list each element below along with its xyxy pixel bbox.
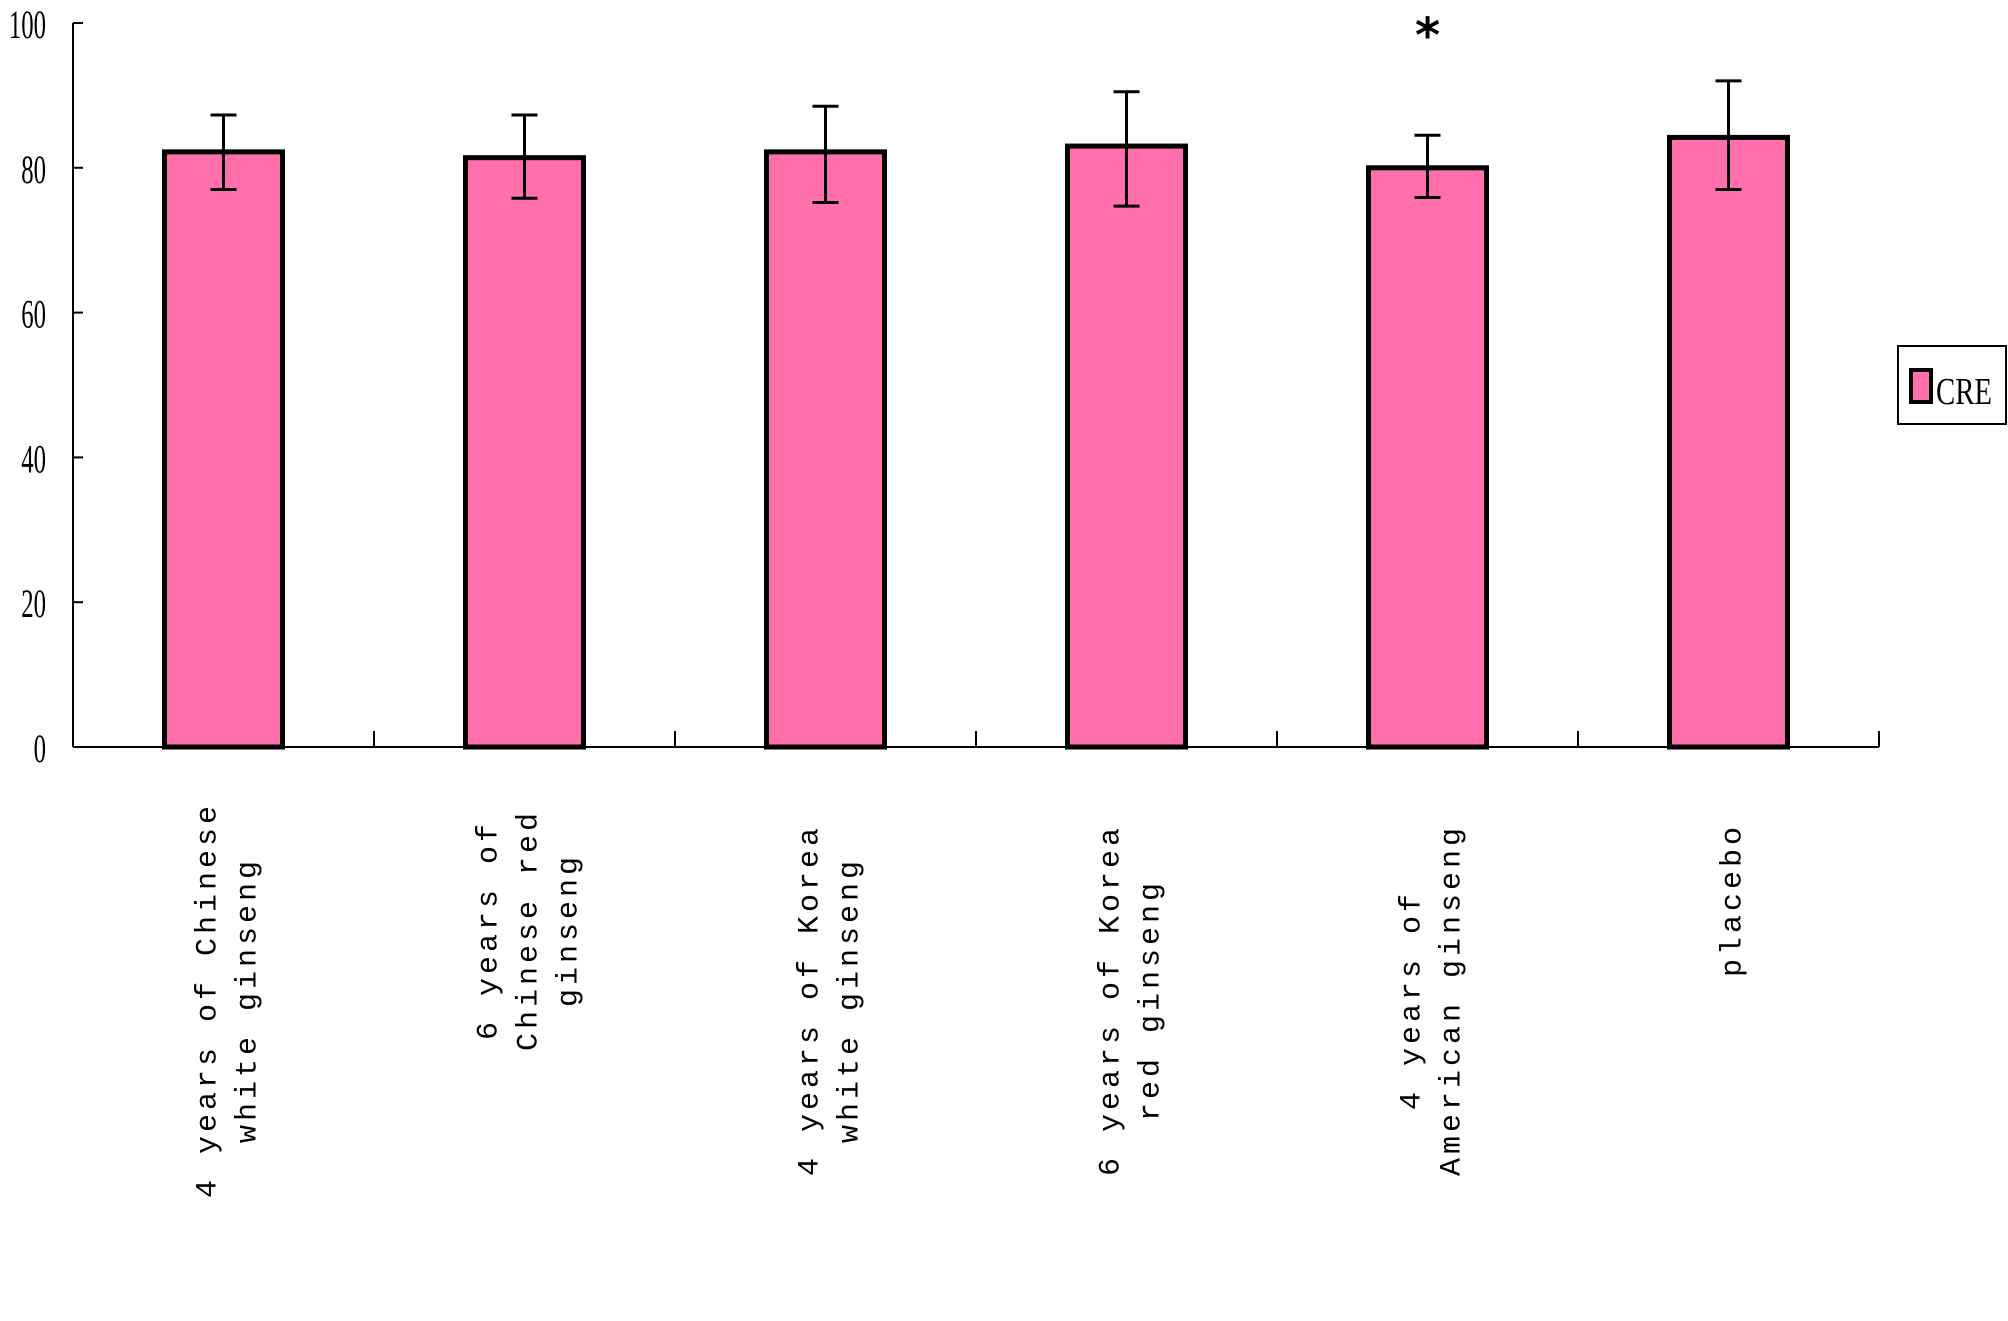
- x-category-labels: 4 years of Chinese white ginseng 6 years o…: [192, 802, 1751, 1198]
- x-category-label-line: 4 years of: [1396, 890, 1430, 1110]
- y-tick-label: 60: [21, 293, 46, 337]
- bar: [1366, 165, 1489, 750]
- x-category-label: placebo: [1717, 823, 1751, 977]
- y-tick-label: 0: [34, 727, 46, 771]
- bar: [1065, 143, 1188, 750]
- bar-group: [1667, 79, 1790, 750]
- x-category-label-line: Chinese red: [513, 809, 547, 1051]
- y-tick-label: 100: [9, 3, 46, 47]
- x-category-label-line: 6 years of Korea: [1095, 824, 1129, 1176]
- significance-asterisk: *: [1415, 8, 1440, 64]
- x-category-label-line: 6 years of: [473, 820, 507, 1040]
- bar: [463, 155, 586, 750]
- x-category-label-line: 4 years of Korea: [794, 824, 828, 1176]
- y-tick-label: 20: [21, 582, 46, 626]
- x-category-label: 4 years of Chinese white ginseng: [192, 802, 266, 1198]
- legend: CRE: [1897, 345, 2007, 425]
- x-category-label-line: red ginseng: [1135, 879, 1169, 1121]
- bar: [1667, 134, 1790, 750]
- x-category-label-line: ginseng: [553, 853, 587, 1007]
- y-tick-label: 80: [21, 148, 46, 192]
- x-category-label: 6 years of Chinese red ginseng: [473, 809, 587, 1051]
- bar: [764, 149, 887, 750]
- bar-group: [1366, 133, 1489, 750]
- x-category-label-line: placebo: [1717, 823, 1751, 977]
- y-tick-label: 40: [21, 438, 46, 482]
- bar-group: [162, 113, 285, 750]
- bar-group: [764, 104, 887, 750]
- x-category-label: 4 years of American ginseng: [1396, 824, 1470, 1176]
- bar-group: [1065, 90, 1188, 750]
- x-category-label-line: 4 years of Chinese: [192, 802, 226, 1198]
- x-axis: [73, 731, 1880, 748]
- legend-swatch-cre: [1909, 368, 1933, 404]
- x-category-label-line: white ginseng: [232, 857, 266, 1143]
- x-category-label: 6 years of Korea red ginseng: [1095, 824, 1169, 1176]
- bar: [162, 149, 285, 750]
- bar-group: [463, 113, 586, 750]
- x-category-label: 4 years of Korea white ginseng: [794, 824, 868, 1176]
- x-category-label-line: white ginseng: [834, 857, 868, 1143]
- legend-label-cre: CRE: [1936, 371, 1992, 413]
- x-category-label-line: American ginseng: [1436, 824, 1470, 1176]
- y-axis: 0 20 40 60 80 100: [9, 3, 83, 772]
- bars: [162, 79, 1790, 750]
